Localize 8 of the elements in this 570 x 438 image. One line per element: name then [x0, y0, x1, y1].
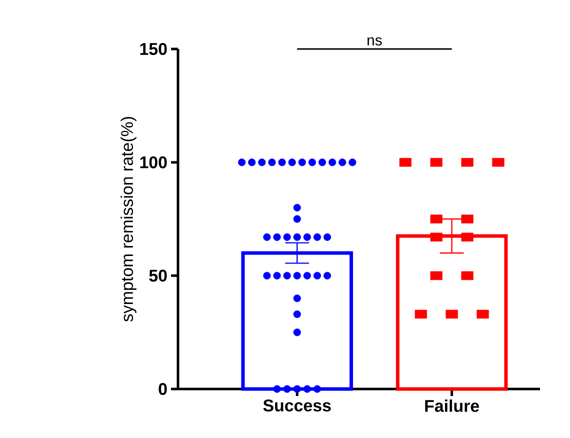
- x-tick-label: Success: [263, 399, 331, 412]
- y-tick-label: 150: [140, 43, 167, 55]
- y-axis-title: symptom remission rate(%): [120, 117, 136, 322]
- text: ns: [368, 37, 382, 46]
- y-tick-label: 0: [158, 383, 167, 395]
- y-tick-label: 50: [149, 270, 167, 282]
- y-tick-label: 100: [140, 156, 167, 168]
- x-tick-label: Failure: [425, 400, 480, 412]
